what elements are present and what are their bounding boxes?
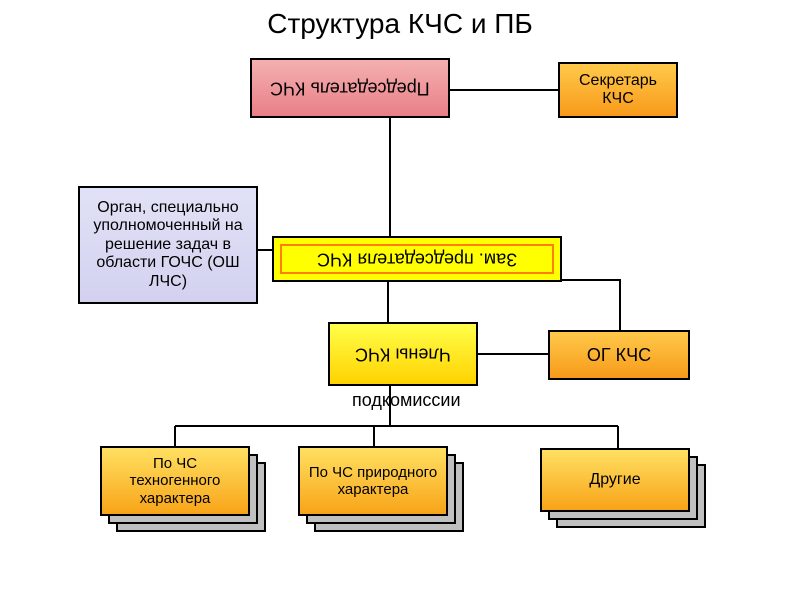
node-members: Члены КЧС xyxy=(328,322,478,386)
node-deputy-inner: Зам. председателя КЧС xyxy=(280,244,554,274)
node-organ: Орган, специально уполномоченный на реше… xyxy=(78,186,258,304)
stack-front: По ЧС природного характера xyxy=(298,446,448,516)
node-deputy-label: Зам. председателя КЧС xyxy=(317,249,517,270)
diagram-stage: Структура КЧС и ПБ Председатель КЧС Секр… xyxy=(0,0,800,600)
stack-natural: По ЧС природного характера xyxy=(298,446,464,532)
stack-front: Другие xyxy=(540,448,690,512)
stack-other: Другие xyxy=(540,448,706,528)
node-organ-label: Орган, специально уполномоченный на реше… xyxy=(84,199,252,291)
node-chairman-label: Председатель КЧС xyxy=(270,78,430,99)
subcommittees-label: подкомиссии xyxy=(352,390,461,411)
node-chairman: Председатель КЧС xyxy=(250,58,450,118)
node-secretary: Секретарь КЧС xyxy=(558,62,678,118)
node-og-label: ОГ КЧС xyxy=(587,345,651,366)
stack-technogenic: По ЧС техногенного характера xyxy=(100,446,266,532)
stack-front: По ЧС техногенного характера xyxy=(100,446,250,516)
node-members-label: Члены КЧС xyxy=(355,344,451,365)
node-secretary-label: Секретарь КЧС xyxy=(564,72,672,109)
node-deputy: Зам. председателя КЧС xyxy=(272,236,562,282)
node-og: ОГ КЧС xyxy=(548,330,690,380)
